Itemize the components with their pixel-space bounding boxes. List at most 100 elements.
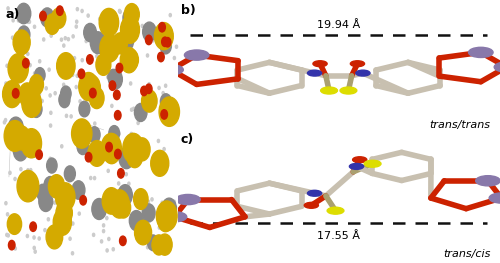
Circle shape [174, 57, 176, 60]
Circle shape [110, 190, 129, 218]
Circle shape [117, 156, 119, 159]
Circle shape [111, 104, 113, 108]
Circle shape [27, 20, 29, 23]
Circle shape [72, 73, 74, 76]
Circle shape [34, 25, 35, 28]
Circle shape [56, 53, 75, 79]
Circle shape [494, 62, 500, 72]
Circle shape [52, 189, 55, 193]
Circle shape [40, 8, 54, 27]
Circle shape [101, 44, 103, 47]
Circle shape [6, 64, 8, 67]
Circle shape [4, 119, 6, 122]
Circle shape [162, 109, 164, 112]
Circle shape [119, 10, 121, 13]
Circle shape [159, 97, 180, 127]
Circle shape [162, 37, 168, 47]
Circle shape [86, 55, 93, 64]
Circle shape [30, 101, 42, 118]
Circle shape [112, 248, 114, 251]
Circle shape [98, 199, 100, 202]
Circle shape [7, 7, 9, 10]
Circle shape [116, 196, 118, 200]
Circle shape [150, 150, 169, 176]
Circle shape [8, 117, 24, 139]
Circle shape [105, 27, 108, 30]
Circle shape [22, 89, 42, 117]
Circle shape [106, 142, 112, 152]
Circle shape [62, 214, 64, 218]
Circle shape [327, 207, 344, 214]
Circle shape [13, 30, 30, 55]
Circle shape [18, 41, 20, 44]
Circle shape [130, 108, 132, 111]
Circle shape [12, 19, 14, 22]
Circle shape [114, 90, 120, 100]
Circle shape [162, 92, 164, 95]
Circle shape [99, 8, 118, 36]
Circle shape [29, 64, 31, 67]
Circle shape [142, 210, 144, 213]
Circle shape [176, 45, 178, 48]
Circle shape [152, 235, 166, 255]
Circle shape [81, 59, 84, 62]
Circle shape [34, 152, 36, 155]
Circle shape [80, 196, 86, 205]
Circle shape [16, 135, 29, 154]
Circle shape [130, 132, 132, 135]
Circle shape [148, 235, 158, 251]
Circle shape [164, 38, 171, 47]
Circle shape [96, 67, 98, 70]
Circle shape [100, 34, 119, 62]
Circle shape [49, 94, 51, 97]
Circle shape [130, 211, 143, 231]
Circle shape [134, 138, 150, 161]
Circle shape [109, 81, 116, 90]
Circle shape [50, 124, 51, 127]
Circle shape [22, 58, 29, 68]
Circle shape [101, 133, 121, 162]
Circle shape [81, 134, 83, 137]
Circle shape [42, 38, 45, 41]
Circle shape [146, 84, 152, 94]
Circle shape [94, 176, 96, 180]
Circle shape [118, 185, 132, 205]
Circle shape [102, 188, 120, 214]
Circle shape [8, 136, 10, 139]
Circle shape [5, 82, 7, 85]
Circle shape [161, 37, 164, 40]
Circle shape [30, 222, 36, 231]
Circle shape [6, 233, 8, 236]
Text: b): b) [180, 4, 196, 17]
Circle shape [60, 38, 62, 41]
Text: 17.55 Å: 17.55 Å [318, 231, 360, 241]
Circle shape [79, 101, 90, 117]
Circle shape [106, 75, 109, 79]
Circle shape [88, 38, 91, 42]
Circle shape [103, 27, 106, 31]
Circle shape [46, 158, 57, 173]
Circle shape [165, 47, 167, 50]
Circle shape [39, 199, 41, 202]
Circle shape [123, 133, 144, 163]
Circle shape [18, 19, 20, 22]
Circle shape [134, 220, 152, 245]
Circle shape [102, 230, 104, 233]
Circle shape [108, 69, 118, 85]
Circle shape [130, 194, 132, 197]
Circle shape [69, 237, 71, 240]
Circle shape [137, 121, 139, 124]
Circle shape [30, 169, 32, 172]
Circle shape [105, 21, 107, 24]
Circle shape [37, 184, 48, 201]
Circle shape [45, 14, 60, 34]
Circle shape [41, 99, 43, 103]
Circle shape [123, 9, 135, 27]
Circle shape [12, 36, 14, 39]
Circle shape [96, 55, 98, 58]
Circle shape [350, 164, 364, 169]
Circle shape [127, 57, 130, 60]
Circle shape [119, 147, 134, 169]
Circle shape [304, 202, 318, 208]
Circle shape [163, 148, 165, 151]
